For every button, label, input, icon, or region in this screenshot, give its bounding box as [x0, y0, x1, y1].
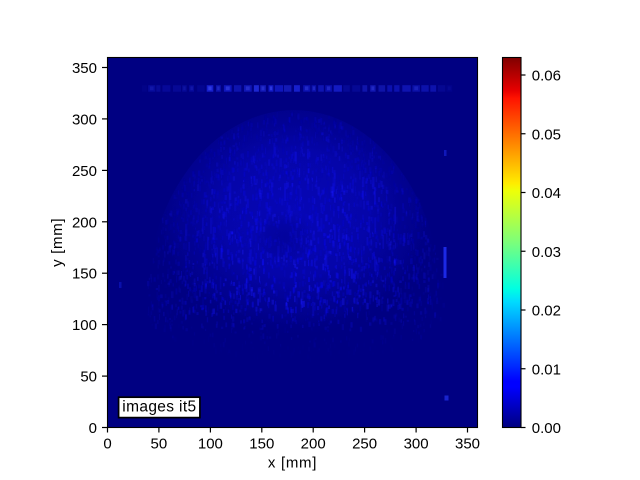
svg-text:250: 250 — [72, 163, 97, 180]
svg-text:200: 200 — [72, 214, 97, 231]
svg-text:y [mm]: y [mm] — [49, 218, 66, 267]
svg-text:200: 200 — [301, 436, 326, 453]
svg-text:0.02: 0.02 — [532, 303, 561, 320]
svg-text:300: 300 — [404, 436, 429, 453]
svg-text:250: 250 — [352, 436, 377, 453]
svg-text:0.00: 0.00 — [532, 420, 561, 437]
svg-text:0: 0 — [103, 436, 111, 453]
svg-text:150: 150 — [72, 266, 97, 283]
svg-text:150: 150 — [249, 436, 274, 453]
svg-text:0.04: 0.04 — [532, 185, 561, 202]
svg-text:100: 100 — [198, 436, 223, 453]
svg-text:100: 100 — [72, 317, 97, 334]
svg-text:350: 350 — [72, 60, 97, 77]
svg-text:0: 0 — [89, 420, 97, 437]
svg-text:0.03: 0.03 — [532, 244, 561, 261]
svg-text:x [mm]: x [mm] — [268, 455, 317, 472]
svg-text:images it5: images it5 — [122, 398, 196, 415]
svg-text:0.06: 0.06 — [532, 68, 561, 85]
svg-text:0.05: 0.05 — [532, 126, 561, 143]
svg-text:0.01: 0.01 — [532, 361, 561, 378]
svg-text:300: 300 — [72, 111, 97, 128]
svg-text:50: 50 — [80, 369, 97, 386]
svg-text:350: 350 — [455, 436, 480, 453]
svg-text:50: 50 — [151, 436, 168, 453]
